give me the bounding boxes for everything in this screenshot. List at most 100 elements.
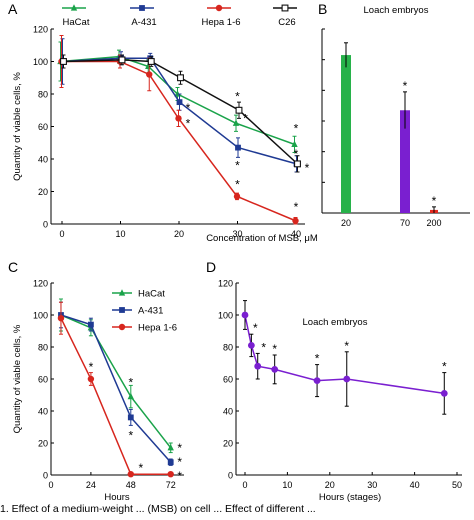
legend-label: A-431 <box>138 306 163 317</box>
data-point <box>87 375 95 383</box>
legend-marker <box>215 4 223 12</box>
data-point <box>294 160 301 168</box>
data-point <box>271 366 279 373</box>
y-tick-label: 100 <box>33 57 48 67</box>
y-tick-label: 60 <box>38 122 48 132</box>
x-tick-label: 0 <box>48 480 53 490</box>
series-line <box>60 317 171 475</box>
data-point <box>235 106 243 114</box>
y-axis-label: Quantity of viable cells, % <box>12 324 23 433</box>
data-point <box>232 119 240 126</box>
panel-letter-b: B <box>318 1 327 17</box>
y-tick-label: 120 <box>33 278 48 288</box>
x-tick-label: 50 <box>452 480 462 490</box>
legend-label: HaCat <box>138 289 165 300</box>
series-line <box>62 57 297 165</box>
series-line <box>60 314 172 449</box>
significance-star: * <box>235 89 240 103</box>
x-tick-label: 0 <box>242 480 247 490</box>
legend-marker <box>281 4 289 12</box>
y-tick-label: 20 <box>38 187 48 197</box>
chart-title: Loach embryos <box>303 317 368 328</box>
significance-star: * <box>294 147 299 161</box>
data-point <box>167 444 174 451</box>
data-point <box>145 62 152 69</box>
data-point <box>313 377 321 384</box>
data-point <box>147 58 155 65</box>
legend-label: HaCat <box>63 17 90 28</box>
panel-letter-d: D <box>206 259 216 275</box>
bar <box>400 110 410 213</box>
significance-star: * <box>253 321 258 335</box>
data-point <box>60 58 67 65</box>
significance-star: * <box>305 161 310 175</box>
legend-marker <box>70 4 78 11</box>
significance-star: * <box>186 101 191 115</box>
y-tick-label: 0 <box>43 470 48 480</box>
data-point <box>254 362 262 370</box>
x-tick-label: 20 <box>325 480 335 490</box>
x-tick-label: 24 <box>86 480 96 490</box>
x-tick-label: 30 <box>367 480 377 490</box>
legend-marker <box>118 289 126 296</box>
y-axis-label: Quantity of viable cells, % <box>12 72 23 181</box>
data-point <box>88 321 94 328</box>
data-point <box>235 144 241 151</box>
legend-marker <box>119 307 125 313</box>
y-tick-label: 120 <box>218 278 233 288</box>
significance-star: * <box>261 340 266 354</box>
data-point <box>440 390 448 397</box>
significance-star: * <box>89 360 94 374</box>
y-tick-label: 0 <box>228 470 233 480</box>
y-tick-label: 20 <box>223 438 233 448</box>
legend-label: A-431 <box>131 17 156 28</box>
y-tick-label: 0 <box>43 219 48 229</box>
data-point <box>233 193 241 200</box>
significance-star: * <box>128 376 133 390</box>
panel-letter-a: A <box>8 1 18 17</box>
series-line <box>60 314 172 463</box>
significance-star: * <box>432 194 437 208</box>
x-tick-label: 200 <box>426 218 441 228</box>
legend-marker <box>139 5 145 11</box>
series-line <box>63 59 299 165</box>
significance-star: * <box>177 455 182 469</box>
significance-star: * <box>272 342 277 356</box>
data-point <box>291 140 298 147</box>
chart-title: Loach embryos <box>364 5 429 16</box>
y-tick-label: 60 <box>38 374 48 384</box>
y-tick-label: 80 <box>223 342 233 352</box>
significance-star: * <box>235 159 240 173</box>
x-tick-label: 0 <box>59 229 64 239</box>
data-point <box>175 115 182 122</box>
data-point <box>167 471 174 478</box>
bar <box>341 55 351 213</box>
significance-star: * <box>177 441 182 455</box>
significance-star: * <box>138 461 143 475</box>
x-axis-label: Hours (stages) <box>319 492 381 503</box>
y-tick-label: 80 <box>38 89 48 99</box>
x-tick-label: 10 <box>115 229 125 239</box>
significance-star: * <box>315 352 320 366</box>
data-point <box>146 71 153 78</box>
data-point <box>57 315 65 322</box>
data-point <box>292 217 299 224</box>
x-tick-label: 30 <box>232 229 242 239</box>
data-point <box>176 99 183 106</box>
data-point <box>343 375 351 383</box>
y-tick-label: 80 <box>38 342 48 352</box>
y-tick-label: 40 <box>38 154 48 164</box>
legend-label: Hepa 1-6 <box>201 17 240 28</box>
x-tick-label: 10 <box>282 480 292 490</box>
significance-star: * <box>186 116 191 130</box>
significance-star: * <box>344 339 349 353</box>
data-point <box>127 414 134 421</box>
significance-star: * <box>235 177 240 191</box>
series-line <box>60 55 295 146</box>
y-tick-label: 40 <box>223 406 233 416</box>
data-point <box>127 392 134 400</box>
significance-star: * <box>294 121 299 135</box>
y-tick-label: 40 <box>38 406 48 416</box>
significance-star: * <box>403 79 408 93</box>
